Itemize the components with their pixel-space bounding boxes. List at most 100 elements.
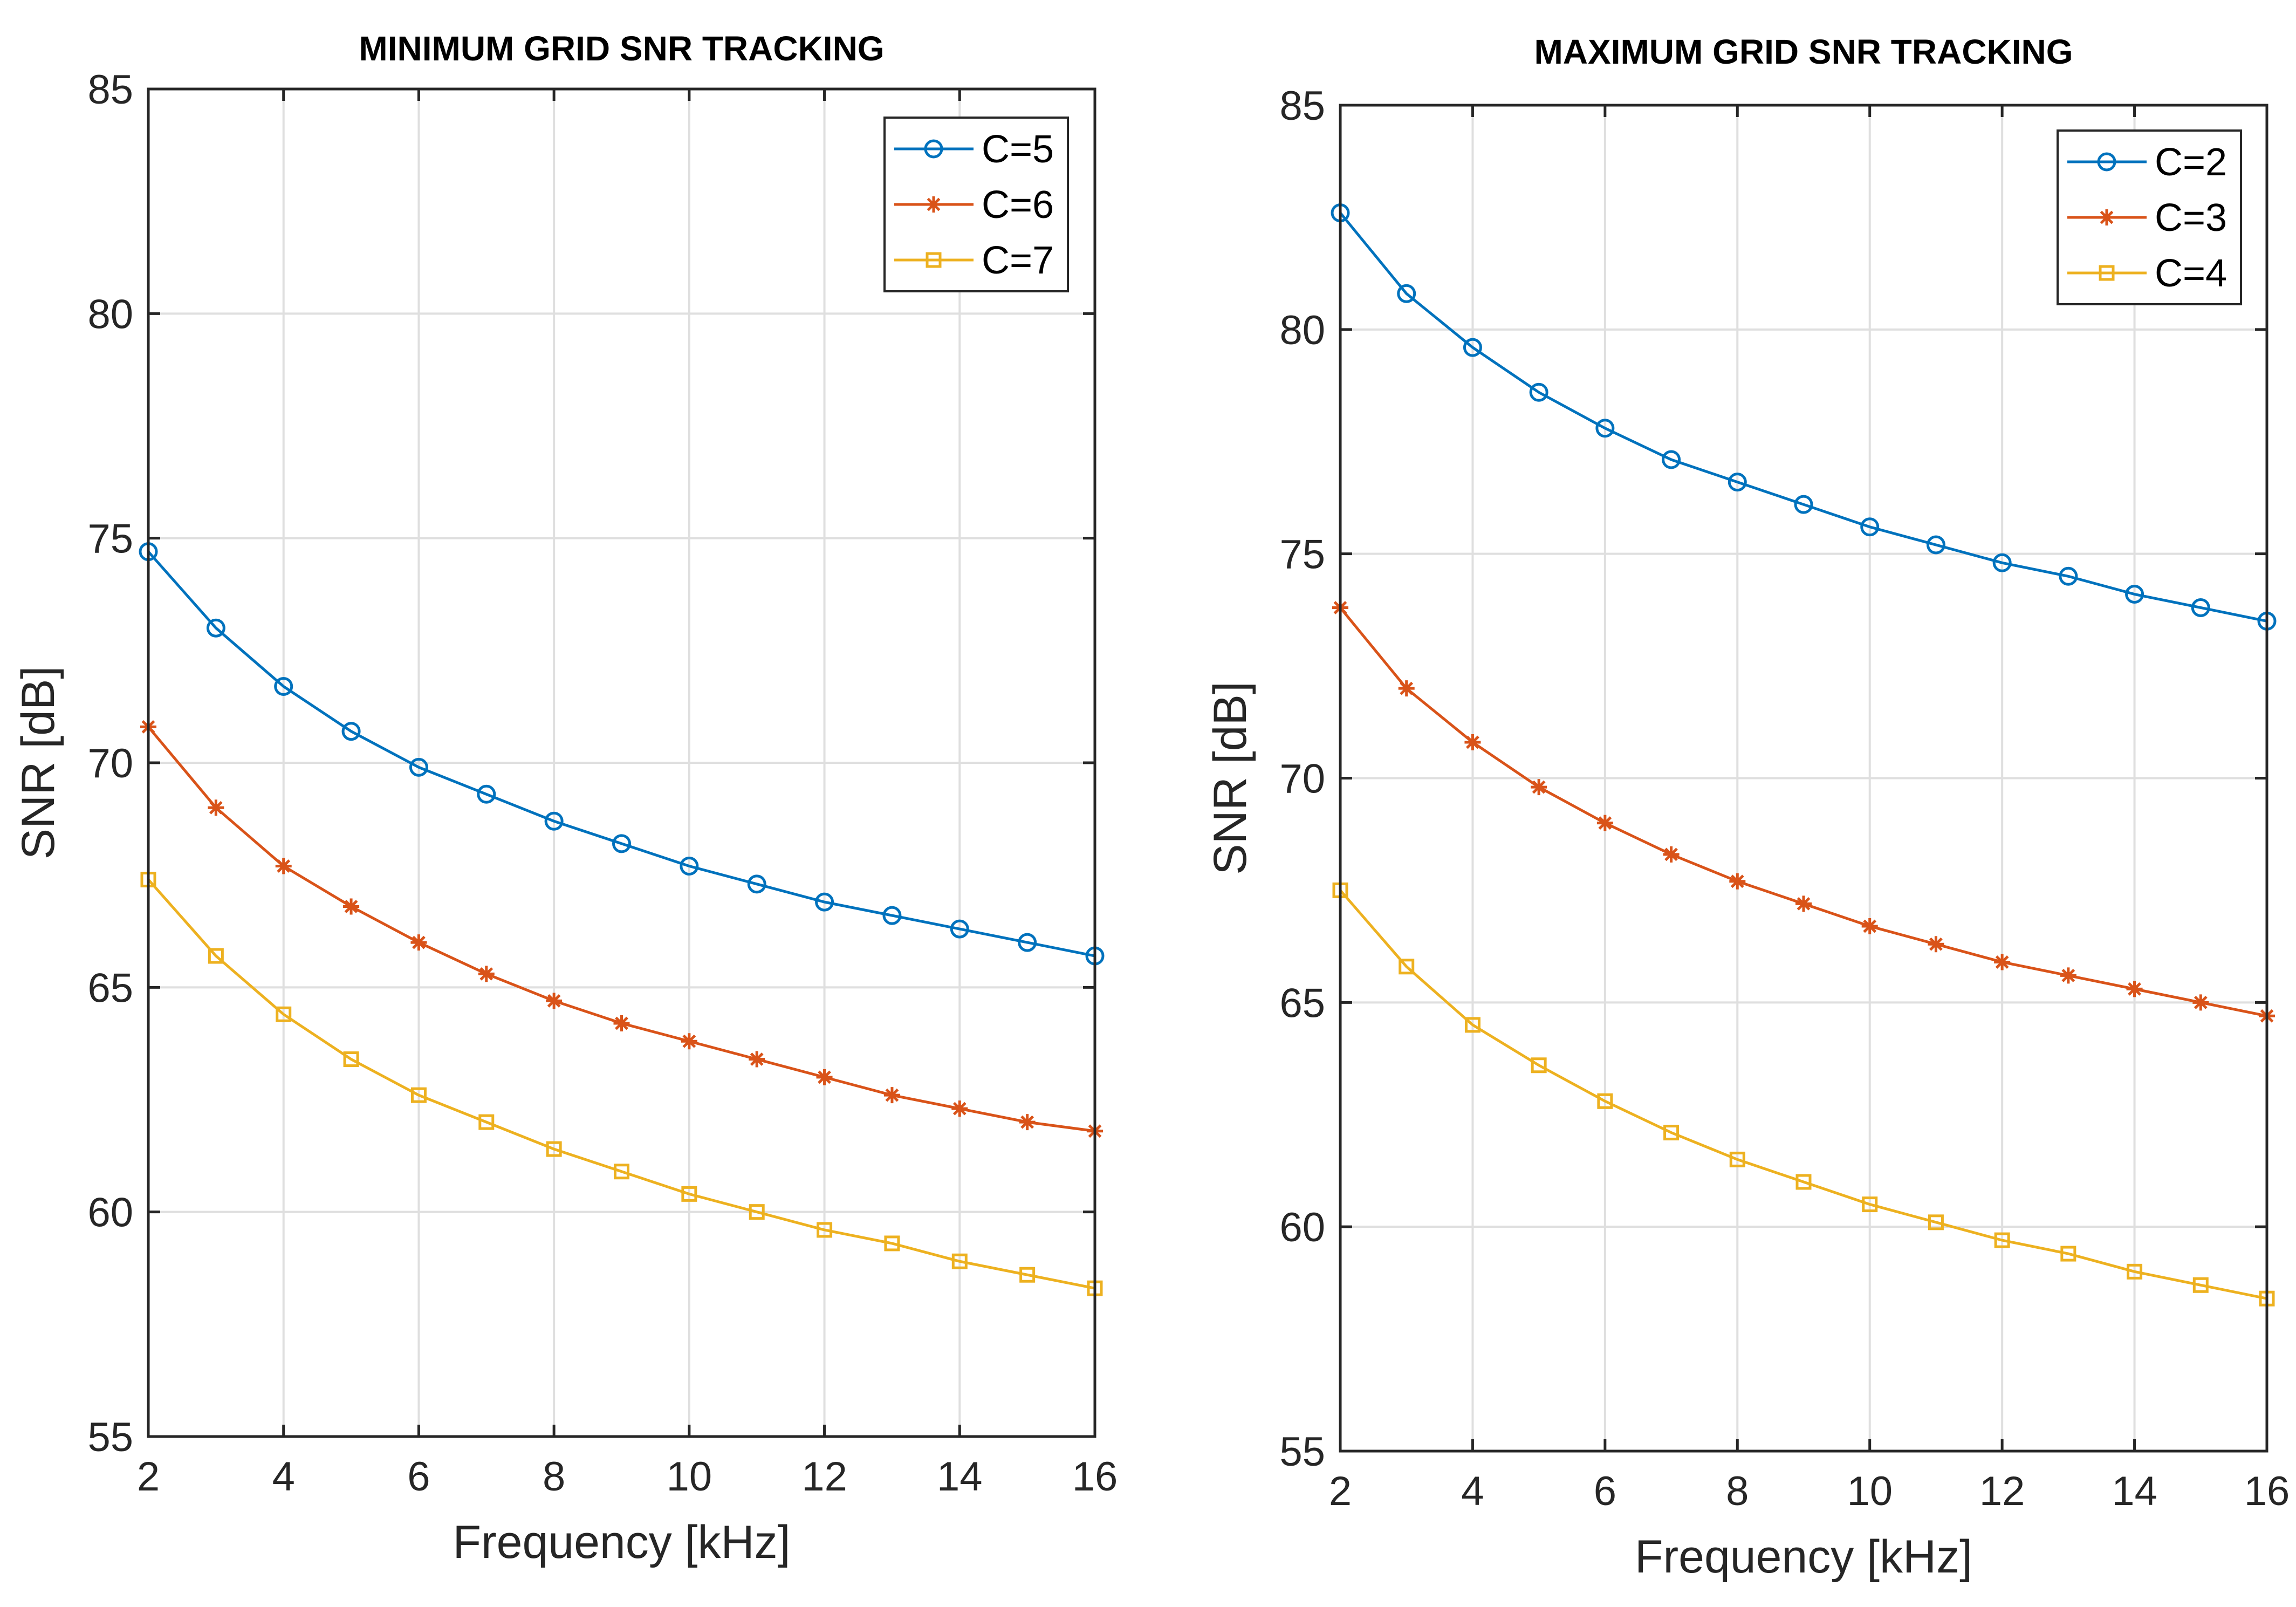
y-tick-label: 55	[1279, 1429, 1325, 1475]
data-point	[680, 857, 699, 876]
data-point	[1794, 495, 1813, 514]
legend-entry: C=6	[894, 183, 1054, 227]
y-axis-label: SNR [dB]	[12, 666, 64, 859]
data-point	[1729, 873, 1746, 890]
data-point	[276, 1006, 292, 1022]
x-tick-label: 10	[1847, 1468, 1893, 1514]
data-point	[613, 1015, 630, 1031]
data-point	[343, 1051, 359, 1068]
data-point	[747, 874, 766, 894]
data-point	[815, 892, 834, 912]
data-point	[614, 1164, 629, 1180]
y-tick-label: 75	[87, 516, 133, 562]
data-point	[1928, 1214, 1944, 1230]
chart-maximum-grid-snr: 2 4 6 8 10 12 14 16 55 60 65 70 75 80 85 MAXIMUM GRID S…	[1204, 32, 2290, 1583]
data-point	[1018, 933, 1037, 952]
data-point	[951, 1253, 968, 1269]
y-axis-label: SNR [dB]	[1204, 681, 1256, 874]
legend-label: C=2	[2155, 141, 2227, 184]
data-point	[1728, 473, 1747, 492]
legend-marker	[2097, 152, 2116, 172]
data-point	[546, 1141, 562, 1157]
series-c-5	[139, 542, 1105, 966]
data-point	[2192, 994, 2209, 1011]
data-point	[816, 1069, 833, 1085]
data-point	[343, 898, 360, 915]
data-point	[1861, 918, 1878, 934]
data-point	[1795, 895, 1812, 912]
data-point	[950, 919, 969, 939]
legend-marker	[2099, 265, 2115, 281]
x-tick-label: 14	[937, 1454, 983, 1500]
data-point	[817, 1222, 833, 1238]
legend: C=5 C=6 C=7	[883, 117, 1069, 292]
y-tick-label: 85	[1279, 83, 1325, 129]
x-tick-label: 12	[1979, 1468, 2025, 1514]
legend-marker	[926, 252, 942, 268]
data-point	[1463, 338, 1482, 357]
legend-marker	[924, 139, 943, 159]
legend-marker	[2099, 209, 2115, 225]
legend: C=2 C=3 C=4	[2057, 129, 2242, 305]
data-point	[1529, 382, 1548, 402]
chart-title: MINIMUM GRID SNR TRACKING	[359, 29, 884, 68]
legend-marker	[926, 196, 942, 213]
data-point	[274, 676, 293, 696]
data-point	[1464, 1017, 1481, 1033]
x-tick-label: 2	[137, 1454, 160, 1500]
legend-label: C=5	[982, 128, 1054, 171]
data-point	[544, 811, 564, 831]
series-c-6	[140, 719, 1103, 1139]
y-tick-label: 80	[87, 291, 133, 337]
data-point	[681, 1033, 697, 1050]
data-point	[275, 858, 292, 874]
x-tick-label: 16	[2244, 1468, 2290, 1514]
x-tick-label: 2	[1329, 1468, 1352, 1514]
data-point	[2127, 1263, 2143, 1280]
data-point	[1994, 954, 2011, 970]
data-point	[1928, 936, 1944, 953]
legend-entry: C=3	[2067, 196, 2227, 240]
data-point	[749, 1204, 765, 1220]
data-point	[206, 618, 225, 638]
y-tick-label: 70	[1279, 756, 1325, 802]
data-point	[1399, 959, 1415, 975]
data-point	[477, 784, 496, 804]
data-point	[1596, 815, 1613, 831]
data-point	[884, 1235, 900, 1252]
x-tick-label: 12	[801, 1454, 847, 1500]
x-tick-label: 14	[2112, 1468, 2157, 1514]
x-tick-label: 8	[1726, 1468, 1749, 1514]
data-point	[2126, 981, 2143, 997]
data-point	[1531, 1057, 1547, 1073]
data-point	[478, 966, 495, 982]
series-line	[1339, 212, 2267, 623]
data-point	[1992, 553, 2012, 572]
data-point	[1531, 779, 1547, 796]
chart-minimum-grid-snr: 2 4 6 8 10 12 14 16 55 60 65 70 75 80 85 MINIMUM GRID S…	[12, 29, 1118, 1568]
x-tick-label: 4	[1461, 1468, 1484, 1514]
data-point	[1663, 1125, 1680, 1141]
data-point	[681, 1186, 697, 1202]
legend-entry: C=7	[894, 239, 1054, 282]
series-line	[147, 878, 1095, 1290]
x-tick-label: 10	[667, 1454, 712, 1500]
data-point	[2060, 1246, 2076, 1262]
data-point	[410, 1087, 427, 1103]
data-point	[1994, 1232, 2010, 1248]
y-tick-label: 75	[1279, 532, 1325, 578]
x-tick-label: 16	[1072, 1454, 1118, 1500]
legend-entry: C=5	[894, 128, 1054, 171]
data-point	[1729, 1151, 1745, 1167]
data-point	[883, 1087, 900, 1104]
legend-label: C=4	[2155, 252, 2227, 295]
x-axis-label: Frequency [kHz]	[453, 1516, 790, 1568]
data-point	[409, 757, 428, 777]
legend-entry: C=4	[2067, 252, 2227, 295]
data-point	[1926, 535, 1945, 555]
data-point	[2059, 566, 2078, 586]
y-tick-label: 85	[87, 67, 133, 113]
data-point	[1397, 284, 1416, 303]
data-point	[951, 1100, 968, 1117]
series-line	[147, 550, 1095, 958]
